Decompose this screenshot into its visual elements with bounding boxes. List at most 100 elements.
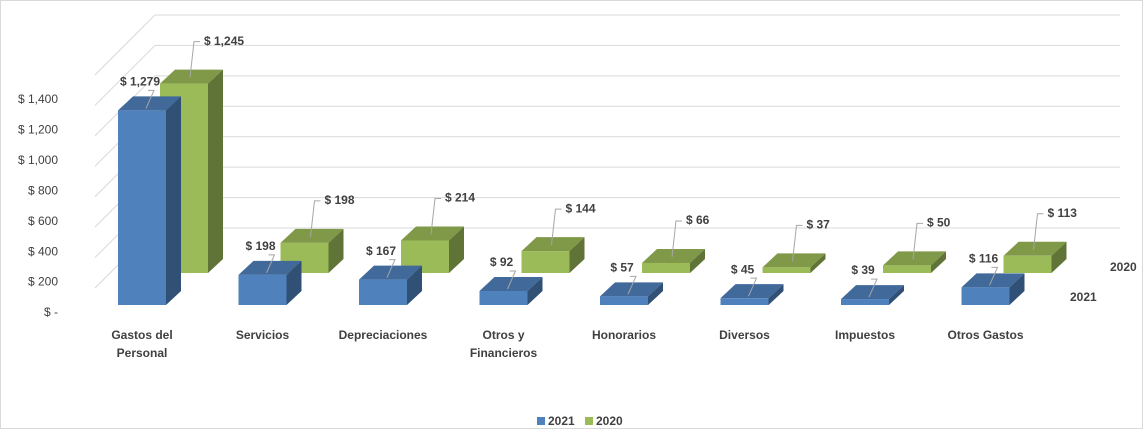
label-leader [310, 200, 321, 237]
bar-top [160, 69, 223, 84]
bar [720, 298, 769, 305]
grid-line-side [94, 14, 156, 76]
value-label: $ 57 [610, 260, 634, 274]
bar-top [280, 228, 344, 243]
value-label: $ 198 [325, 193, 355, 207]
y-tick-label: $ 400 [28, 244, 58, 258]
value-label: $ 113 [1048, 206, 1078, 220]
depth-label: 2020 [1110, 260, 1137, 274]
depth-label: 2021 [1070, 290, 1097, 304]
legend-swatch [585, 417, 593, 425]
value-label: $ 50 [927, 216, 951, 230]
bar-side [768, 284, 784, 305]
value-label: $ 1,245 [204, 34, 244, 48]
bar-side [208, 69, 223, 273]
label-leader [671, 220, 682, 258]
label-leader [386, 259, 396, 278]
bar-top [762, 253, 826, 268]
bar [521, 251, 570, 273]
bar-side [166, 96, 181, 305]
y-tick-label: $ - [44, 305, 58, 319]
bar [883, 265, 931, 273]
label-leader [507, 270, 517, 290]
legend-label: 2021 [548, 414, 575, 428]
bar-top [238, 260, 302, 275]
label-leader [748, 277, 758, 297]
value-label: $ 116 [969, 252, 999, 266]
value-label: $ 198 [245, 239, 275, 253]
bar-side [648, 282, 663, 305]
bar [600, 296, 648, 305]
bar-side [1009, 273, 1025, 305]
bar-side [1051, 241, 1067, 273]
grid-line-side [94, 45, 156, 106]
bar [841, 299, 889, 305]
bar-top [720, 284, 784, 299]
x-tick-label: Otros Gastos [947, 328, 1023, 342]
bar-top [1003, 241, 1067, 256]
x-tick-label: Gastos del Personal [111, 328, 172, 360]
bar-side [931, 251, 946, 273]
label-leader [551, 208, 562, 246]
bar-top [118, 96, 181, 111]
label-leader [989, 266, 999, 286]
label-leader [189, 41, 200, 78]
y-tick-label: $ 1,000 [18, 153, 58, 167]
bar-side [810, 253, 826, 273]
value-label: $ 37 [807, 218, 831, 232]
x-tick-label: Impuestos [835, 328, 895, 342]
x-tick-label: Diversos [719, 328, 770, 342]
bar-top [479, 277, 543, 292]
label-leader [868, 278, 878, 298]
bar-side [569, 237, 585, 273]
y-tick-label: $ 200 [28, 275, 58, 289]
value-label: $ 167 [366, 244, 396, 258]
bar [1003, 255, 1052, 273]
y-tick-label: $ 1,200 [18, 123, 58, 137]
bar-top [883, 251, 946, 266]
label-leader [1033, 213, 1044, 250]
label-leader [627, 275, 637, 295]
bar [762, 267, 811, 273]
bar-side [286, 260, 302, 305]
y-tick-label: $ 1,400 [18, 92, 58, 106]
bar-side [328, 228, 344, 273]
value-label: $ 39 [851, 263, 875, 277]
label-leader [792, 224, 803, 262]
x-tick-label: Otros y Financieros [470, 328, 538, 360]
bar-top [600, 282, 663, 297]
bar [961, 287, 1010, 305]
value-label: $ 214 [445, 191, 475, 205]
bar-side [527, 277, 543, 305]
label-leader [912, 222, 923, 260]
bar [238, 274, 287, 305]
legend-swatch [537, 417, 545, 425]
bar-top [841, 285, 904, 300]
label-leader [266, 254, 276, 274]
bar-side [449, 226, 464, 273]
bar-top [961, 273, 1025, 288]
x-tick-label: Servicios [236, 328, 290, 342]
bar-top [359, 265, 422, 280]
x-tick-label: Depreciaciones [339, 328, 428, 342]
x-tick-label: Honorarios [592, 328, 656, 342]
value-label: $ 1,279 [120, 75, 160, 89]
y-tick-label: $ 600 [28, 214, 58, 228]
y-tick-label: $ 800 [28, 183, 58, 197]
bar [118, 110, 166, 305]
value-label: $ 45 [731, 262, 755, 276]
bar-top [401, 226, 464, 241]
bar [359, 279, 407, 305]
bar [642, 262, 690, 273]
bar-top [642, 248, 705, 263]
bar-side [889, 285, 904, 305]
value-label: $ 92 [490, 255, 514, 269]
value-label: $ 66 [686, 213, 710, 227]
legend-label: 2020 [596, 414, 623, 428]
bar-top [521, 237, 585, 252]
label-leader [430, 197, 441, 235]
label-leader [145, 89, 155, 109]
bar-side [690, 248, 705, 273]
bar-side [407, 265, 422, 305]
